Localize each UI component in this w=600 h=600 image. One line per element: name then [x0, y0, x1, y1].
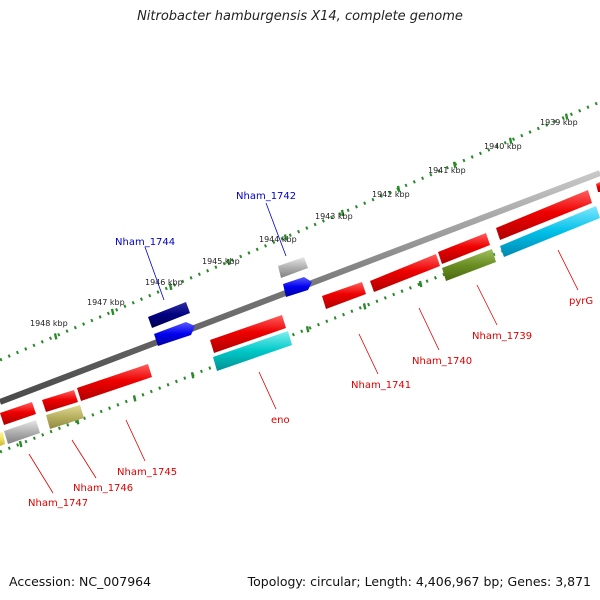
gene-pyrg[interactable]	[500, 206, 600, 257]
gene-far-right[interactable]	[596, 182, 600, 192]
kbp-label: 1947 kbp	[87, 298, 125, 307]
major-tick	[283, 234, 288, 241]
label-eno: eno	[271, 415, 290, 426]
outer-tick-ring	[0, 100, 600, 362]
label-nham1747: Nham_1747	[28, 498, 88, 509]
leader-nham1744	[144, 246, 165, 301]
major-tick	[340, 209, 345, 217]
label-nham1740: Nham_1740	[412, 356, 472, 367]
major-tick	[305, 325, 310, 333]
kbp-label: 1941 kbp	[428, 166, 466, 175]
gene-nham1744-dark[interactable]	[148, 302, 190, 328]
kbp-label: 1939 kbp	[540, 118, 578, 127]
major-tick	[53, 333, 58, 340]
gene-nham1741[interactable]	[322, 282, 366, 309]
major-tick	[168, 283, 173, 291]
gene-nham1746-red[interactable]	[42, 390, 78, 412]
kbp-label: 1946 kbp	[145, 278, 183, 287]
label-pyrg: pyrG	[569, 296, 593, 307]
label-nham1746: Nham_1746	[73, 483, 133, 494]
leader-pyrg	[557, 249, 579, 291]
gene-yellow-edge[interactable]	[0, 432, 5, 446]
major-tick	[508, 137, 513, 144]
major-tick	[226, 258, 231, 266]
page-title: Nitrobacter hamburgensis X14, complete g…	[137, 9, 463, 24]
leader-nham1747	[28, 453, 54, 494]
kbp-label: 1943 kbp	[315, 212, 353, 221]
reverse-genes	[0, 182, 600, 446]
forward-genes	[148, 257, 312, 346]
gene-nham1747-red[interactable]	[0, 402, 36, 425]
gene-nham1740[interactable]	[370, 254, 440, 292]
major-tick	[418, 280, 423, 288]
label-nham1742: Nham_1742	[236, 191, 296, 202]
label-nham1741: Nham_1741	[351, 380, 411, 391]
label-nham1739: Nham_1739	[472, 331, 532, 342]
major-tick	[564, 113, 569, 120]
gene-nham1747[interactable]	[4, 420, 40, 444]
gene-nham1739-red[interactable]	[438, 233, 490, 264]
gene-nham1742[interactable]	[283, 277, 312, 297]
leader-nham1746	[71, 439, 97, 479]
label-nham1744: Nham_1744	[115, 237, 175, 248]
major-tick	[18, 440, 23, 448]
major-tick	[132, 395, 137, 402]
gene-pyrg-red[interactable]	[496, 190, 592, 240]
major-tick	[396, 185, 401, 193]
genome-summary-text: Topology: circular; Length: 4,406,967 bp…	[247, 574, 591, 589]
major-tick	[452, 161, 457, 169]
kbp-label: 1940 kbp	[484, 142, 522, 151]
gene-nham1746[interactable]	[46, 405, 84, 429]
gene-eno[interactable]	[213, 331, 292, 371]
leader-nham1742	[265, 202, 287, 257]
kbp-label: 1942 kbp	[372, 190, 410, 199]
leader-nham1741	[358, 333, 379, 375]
kbp-label: 1944 kbp	[259, 235, 297, 244]
gene-nham1742-grey[interactable]	[278, 257, 308, 278]
gene-nham1744[interactable]	[154, 322, 195, 346]
gene-nham1739[interactable]	[442, 249, 496, 281]
gene-eno-red[interactable]	[210, 315, 286, 353]
leader-eno	[258, 371, 277, 410]
major-tick	[190, 371, 195, 379]
gene-nham1745[interactable]	[77, 364, 152, 401]
major-tick	[110, 308, 115, 316]
label-leaders	[28, 202, 579, 494]
accession-text: Accession: NC_007964	[9, 574, 152, 589]
leader-nham1739	[476, 284, 498, 326]
leader-nham1745	[125, 419, 146, 462]
leader-nham1740	[418, 307, 440, 351]
major-tick	[362, 303, 367, 310]
kbp-label: 1945 kbp	[202, 257, 240, 266]
kbp-label: 1948 kbp	[30, 319, 68, 328]
label-nham1745: Nham_1745	[117, 467, 177, 478]
